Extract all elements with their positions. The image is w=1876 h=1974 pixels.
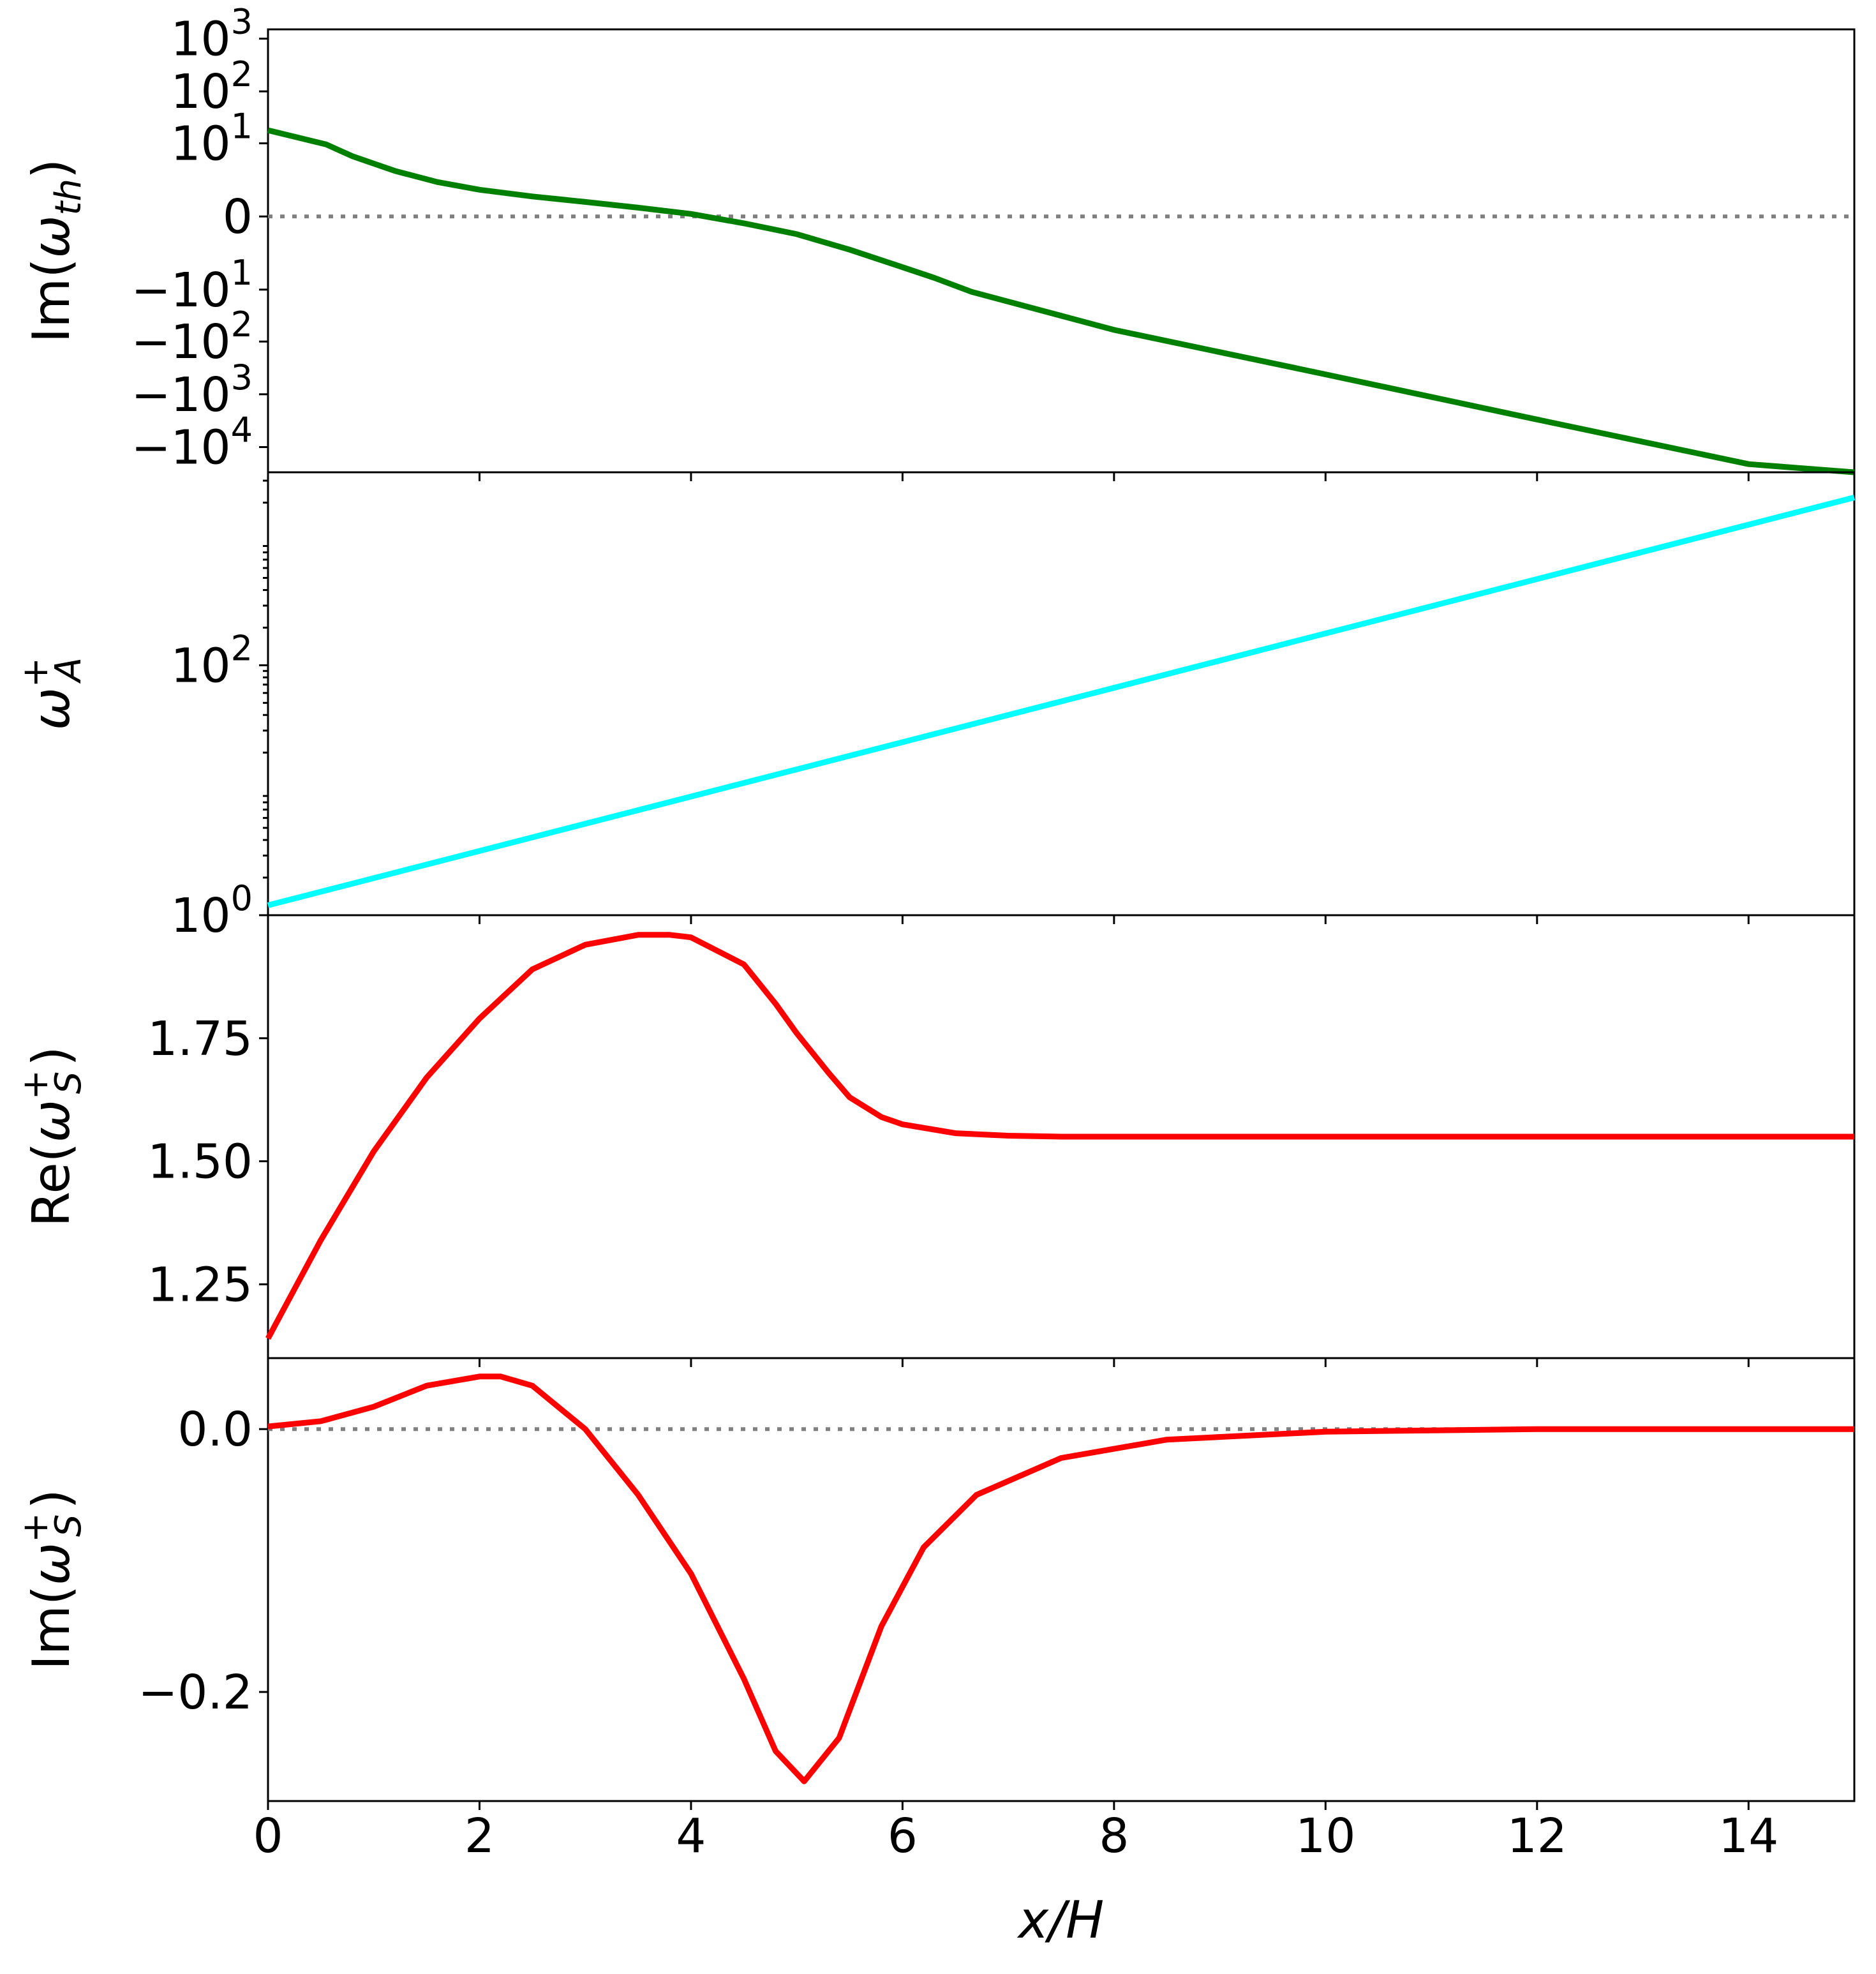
x-axis: 0 2 4 6 8 10 12 14 x/H	[253, 1809, 1778, 1950]
series-line	[265, 932, 1854, 1340]
y-tick-label: −103	[131, 357, 253, 422]
x-tick-label: 2	[465, 1809, 495, 1864]
y-axis-label: Re(ω+S)	[15, 1046, 89, 1227]
x-tick-label: 6	[888, 1809, 918, 1864]
y-tick-label: 1.25	[147, 1257, 253, 1312]
panel-im-omega-s-plus: 0.0 −0.2 Im(ω+S)	[15, 1357, 1856, 1810]
x-tick-label: 12	[1507, 1809, 1567, 1864]
x-tick-label: 10	[1295, 1809, 1355, 1864]
series-line	[267, 495, 1856, 908]
y-tick-label: 0.0	[177, 1402, 253, 1457]
x-tick-label: 14	[1718, 1809, 1778, 1864]
series-line	[267, 1373, 1854, 1784]
y-tick-label: 101	[170, 107, 253, 172]
y-tick-label: −104	[131, 410, 253, 475]
y-tick-label: −102	[131, 304, 253, 370]
y-tick-label: 100	[170, 878, 253, 943]
x-axis-label: x/H	[1016, 1890, 1104, 1950]
panel-frame	[267, 1357, 1856, 1802]
y-axis-label: Im(ωth)	[22, 159, 89, 343]
panel-omega-a-plus: 102 100 ω+A	[15, 471, 1856, 943]
y-tick-label: 0	[223, 190, 253, 244]
y-tick-label: 1.75	[147, 1012, 253, 1066]
y-tick-label: 102	[170, 628, 253, 693]
y-tick-label: 103	[170, 2, 253, 67]
y-tick-label: 1.50	[147, 1135, 253, 1190]
y-tick-label: −0.2	[138, 1665, 253, 1720]
series-line	[267, 127, 1855, 475]
panel-frame	[267, 28, 1856, 474]
x-tick-label: 8	[1099, 1809, 1129, 1864]
x-tick-label: 0	[253, 1809, 283, 1864]
y-tick-label: −101	[131, 253, 253, 318]
y-axis-label: Im(ω+S)	[15, 1489, 89, 1670]
y-tick-label: 102	[170, 54, 253, 119]
x-tick-label: 4	[676, 1809, 706, 1864]
panel-frame	[267, 471, 1856, 916]
panel-re-omega-s-plus: 1.75 1.50 1.25 Re(ω+S)	[15, 914, 1856, 1367]
y-axis-label: ω+A	[15, 657, 89, 730]
